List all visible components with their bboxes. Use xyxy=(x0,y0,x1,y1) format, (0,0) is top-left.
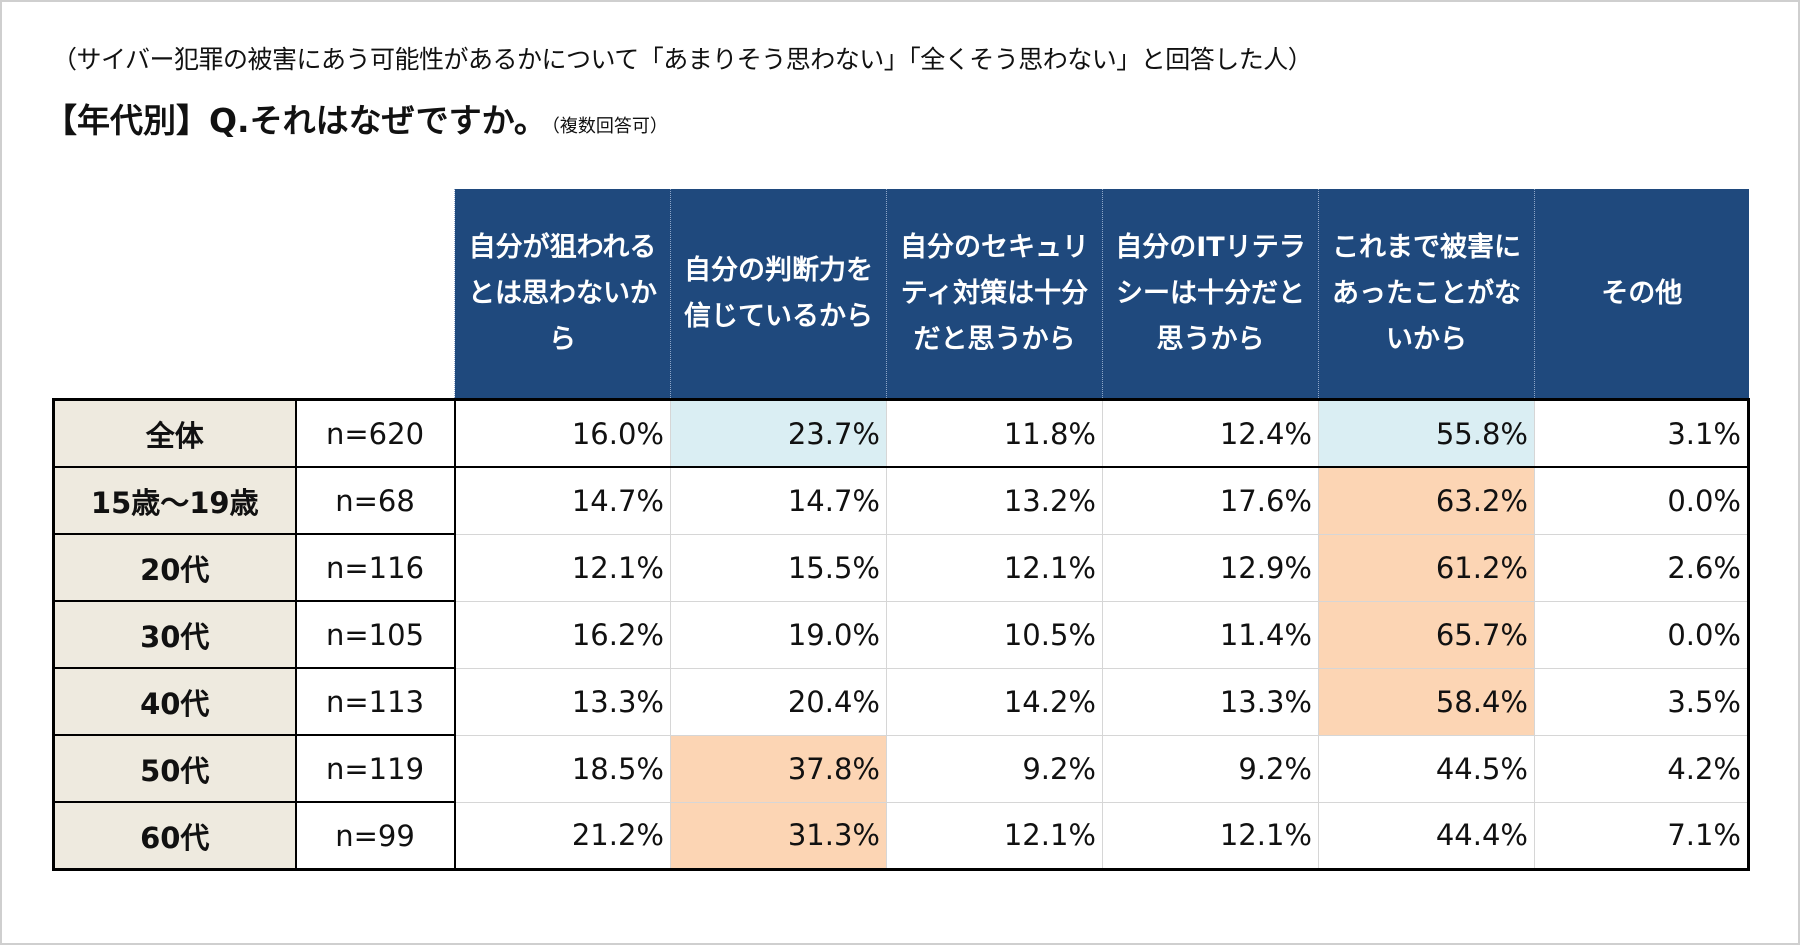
column-header: 自分のセキュリティ対策は十分だと思うから xyxy=(886,189,1103,400)
value-cell: 0.0% xyxy=(1534,466,1750,535)
sample-size: n=113 xyxy=(295,667,456,736)
header-blank xyxy=(53,189,455,400)
column-header: 自分が狙われるとは思わないから xyxy=(454,189,671,400)
title-text: 【年代別】Q.それはなぜですか。 xyxy=(44,101,547,140)
subtitle: （サイバー犯罪の被害にあう可能性があるかについて「あまりそう思わない」「全くそう… xyxy=(52,45,1313,74)
value-cell: 55.8% xyxy=(1318,399,1535,468)
value-cell: 13.3% xyxy=(1102,667,1319,736)
value-cell: 20.4% xyxy=(670,667,887,736)
row-label: 15歳～19歳 xyxy=(52,466,297,535)
sample-size: n=116 xyxy=(295,533,456,602)
title-note: （複数回答可） xyxy=(550,116,668,137)
page-title: 【年代別】Q.それはなぜですか。 （複数回答可） xyxy=(44,94,668,142)
value-cell: 14.7% xyxy=(670,466,887,535)
value-cell: 13.2% xyxy=(886,466,1103,535)
table-row: 30代 n=105 16.2% 19.0% 10.5% 11.4% 65.7% 0.0% xyxy=(52,600,1750,669)
table-row: 50代 n=119 18.5% 37.8% 9.2% 9.2% 44.5% 4.2% xyxy=(52,734,1750,803)
value-cell: 12.4% xyxy=(1102,399,1319,468)
value-cell: 37.8% xyxy=(670,734,887,803)
value-cell: 13.3% xyxy=(454,667,671,736)
row-label: 60代 xyxy=(52,801,297,871)
value-cell: 2.6% xyxy=(1534,533,1750,602)
value-cell: 12.1% xyxy=(454,533,671,602)
table-row: 15歳～19歳 n=68 14.7% 14.7% 13.2% 17.6% 63.2% 0.0% xyxy=(52,466,1750,535)
column-header: その他 xyxy=(1534,189,1749,400)
sample-size: n=105 xyxy=(295,600,456,669)
value-cell: 61.2% xyxy=(1318,533,1535,602)
value-cell: 11.8% xyxy=(886,399,1103,468)
sample-size: n=68 xyxy=(295,466,456,535)
table-row: 全体 n=620 16.0% 23.7% 11.8% 12.4% 55.8% 3.1% xyxy=(52,398,1750,468)
value-cell: 15.5% xyxy=(670,533,887,602)
value-cell: 7.1% xyxy=(1534,801,1750,870)
value-cell: 63.2% xyxy=(1318,466,1535,535)
value-cell: 44.5% xyxy=(1318,734,1535,803)
value-cell: 12.1% xyxy=(1102,801,1319,870)
value-cell: 18.5% xyxy=(454,734,671,803)
column-header: 自分の判断力を信じているから xyxy=(670,189,887,400)
row-label: 20代 xyxy=(52,533,297,602)
results-table: 自分が狙われるとは思わないから 自分の判断力を信じているから 自分のセキュリティ対策… xyxy=(52,189,1750,871)
value-cell: 4.2% xyxy=(1534,734,1750,803)
value-cell: 65.7% xyxy=(1318,600,1535,669)
value-cell: 16.0% xyxy=(454,399,671,468)
value-cell: 21.2% xyxy=(454,801,671,870)
value-cell: 3.5% xyxy=(1534,667,1750,736)
value-cell: 9.2% xyxy=(1102,734,1319,803)
column-header: これまで被害にあったことがないから xyxy=(1318,189,1535,400)
value-cell: 12.1% xyxy=(886,801,1103,870)
value-cell: 23.7% xyxy=(670,399,887,468)
value-cell: 17.6% xyxy=(1102,466,1319,535)
value-cell: 19.0% xyxy=(670,600,887,669)
value-cell: 11.4% xyxy=(1102,600,1319,669)
row-label: 全体 xyxy=(52,398,297,468)
value-cell: 58.4% xyxy=(1318,667,1535,736)
value-cell: 14.2% xyxy=(886,667,1103,736)
value-cell: 16.2% xyxy=(454,600,671,669)
value-cell: 12.1% xyxy=(886,533,1103,602)
value-cell: 12.9% xyxy=(1102,533,1319,602)
sample-size: n=620 xyxy=(295,398,456,468)
column-header: 自分のITリテラシーは十分だと思うから xyxy=(1102,189,1319,400)
row-label: 50代 xyxy=(52,734,297,803)
sample-size: n=99 xyxy=(295,801,456,871)
value-cell: 3.1% xyxy=(1534,399,1750,468)
value-cell: 14.7% xyxy=(454,466,671,535)
sample-size: n=119 xyxy=(295,734,456,803)
value-cell: 44.4% xyxy=(1318,801,1535,870)
table-row: 40代 n=113 13.3% 20.4% 14.2% 13.3% 58.4% 3.5% xyxy=(52,667,1750,736)
value-cell: 9.2% xyxy=(886,734,1103,803)
table-row: 20代 n=116 12.1% 15.5% 12.1% 12.9% 61.2% 2.6% xyxy=(52,533,1750,602)
table-row: 60代 n=99 21.2% 31.3% 12.1% 12.1% 44.4% 7.1% xyxy=(52,801,1750,871)
value-cell: 10.5% xyxy=(886,600,1103,669)
row-label: 40代 xyxy=(52,667,297,736)
row-label: 30代 xyxy=(52,600,297,669)
value-cell: 31.3% xyxy=(670,801,887,870)
value-cell: 0.0% xyxy=(1534,600,1750,669)
